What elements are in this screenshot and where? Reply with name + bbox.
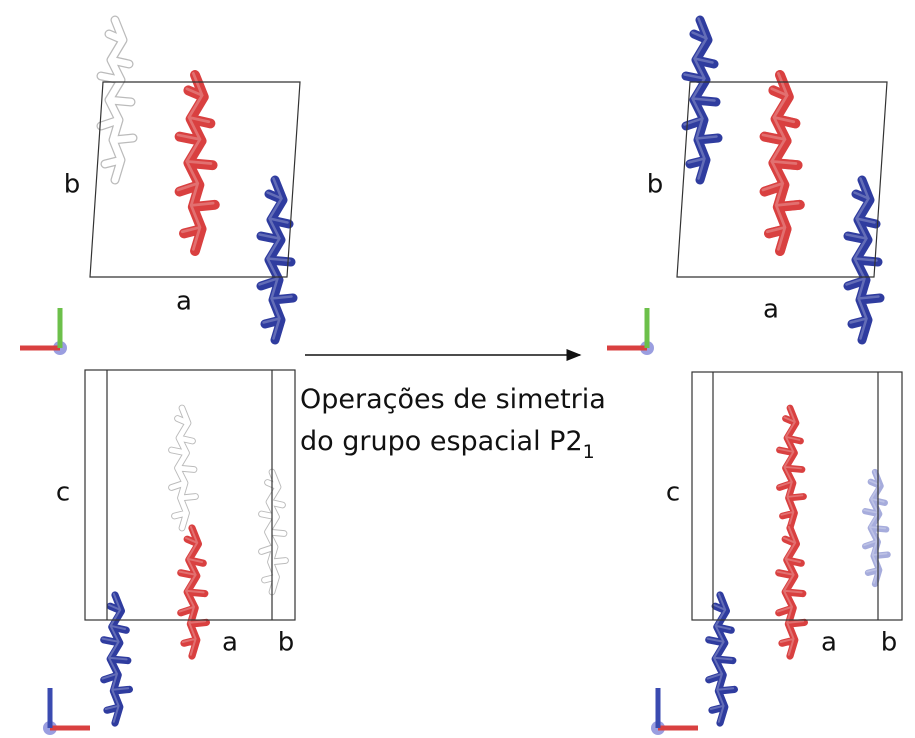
molecules	[101, 19, 888, 724]
axis-triad	[20, 308, 67, 355]
caption-subscript: 1	[583, 441, 595, 463]
molecule	[685, 19, 719, 181]
axis-triad	[607, 308, 654, 355]
axis-label: a	[176, 287, 192, 317]
axis-label: a	[821, 628, 837, 658]
axis-label: a	[763, 295, 779, 325]
bond-fill	[101, 20, 133, 180]
molecule	[708, 594, 735, 723]
molecule	[778, 527, 805, 656]
figure: b a b a c a b c a b Operações de simetri…	[0, 0, 915, 738]
molecule	[101, 20, 133, 180]
molecule	[262, 472, 286, 592]
caption-line: do grupo espacial P21	[300, 426, 595, 463]
caption-text: do grupo espacial P2	[300, 426, 583, 457]
axis-label: a	[222, 628, 238, 658]
axis-label: b	[647, 170, 664, 200]
molecule	[180, 527, 207, 656]
molecule	[172, 408, 196, 528]
axis-triad	[651, 688, 698, 735]
axis-label: b	[881, 628, 898, 658]
bond-fill	[172, 408, 196, 528]
caption-line: Operações de simetria	[300, 384, 606, 415]
axis-triads	[20, 308, 698, 735]
molecule	[178, 73, 215, 251]
molecule	[763, 73, 800, 251]
axis-label: c	[56, 478, 70, 508]
molecule	[864, 471, 887, 584]
molecule	[778, 407, 803, 528]
axis-label: c	[666, 478, 680, 508]
bond-fill	[262, 472, 286, 592]
axis-label: b	[64, 170, 81, 200]
axis-label: b	[278, 628, 295, 658]
axis-triad	[43, 688, 90, 735]
